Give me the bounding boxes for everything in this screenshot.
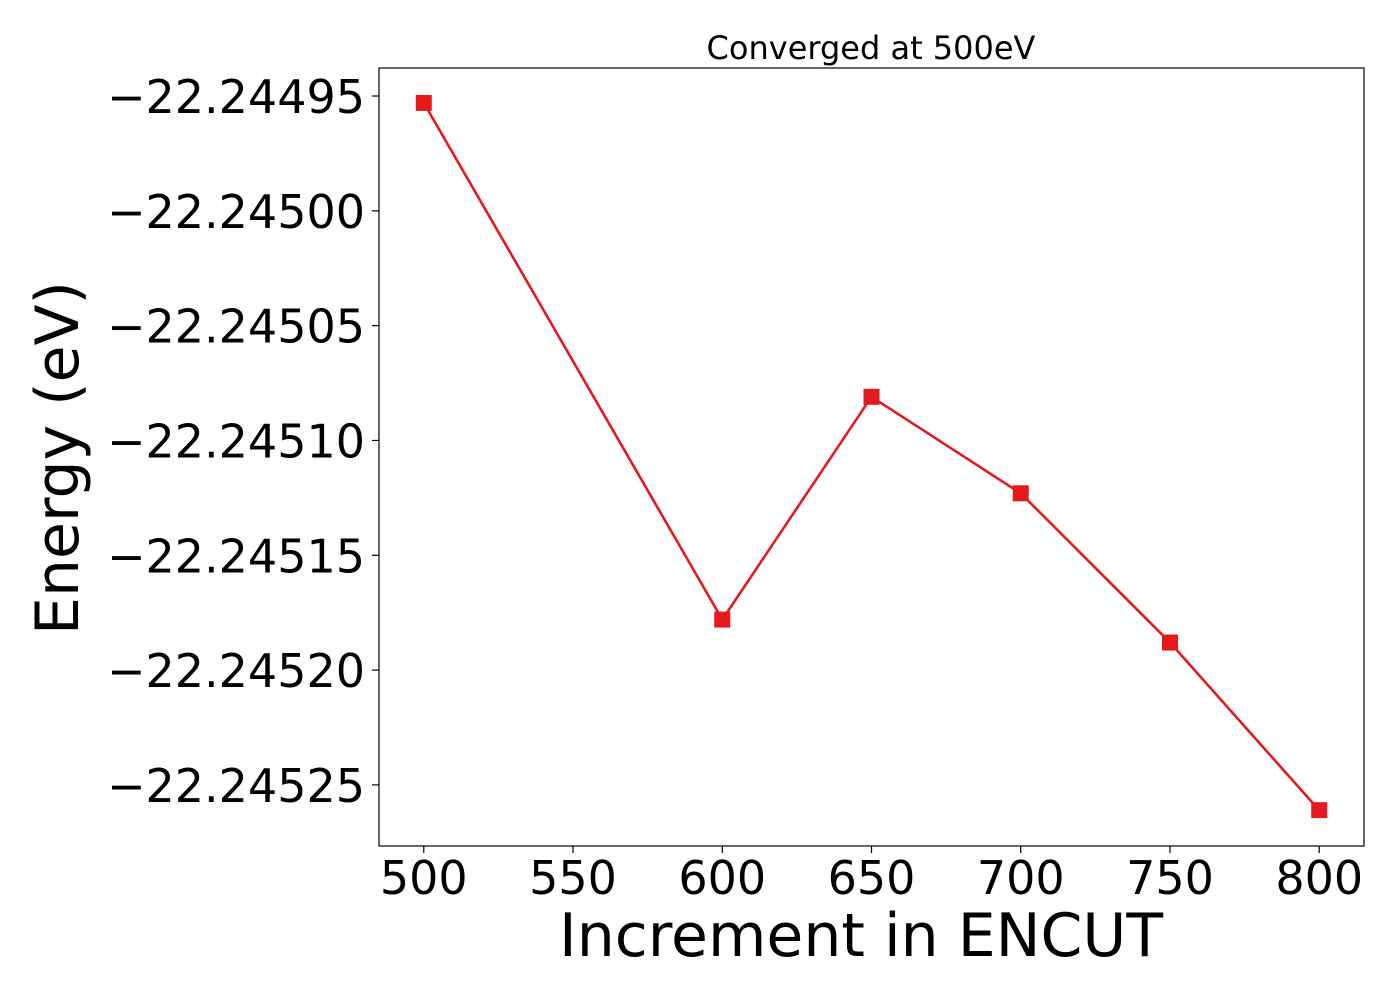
data-point-marker bbox=[1012, 485, 1029, 502]
data-point-marker bbox=[415, 94, 432, 111]
x-tick-label: 500 bbox=[380, 851, 468, 905]
y-tick-label: −22.24520 bbox=[107, 644, 365, 698]
y-tick-label: −22.24495 bbox=[107, 70, 365, 124]
y-tick-label: −22.24515 bbox=[107, 529, 365, 583]
x-tick-label: 550 bbox=[529, 851, 617, 905]
data-point-marker bbox=[1161, 634, 1178, 651]
data-point-marker bbox=[714, 611, 731, 628]
y-axis-label: Energy (eV) bbox=[23, 281, 93, 635]
y-tick-label: −22.24505 bbox=[107, 300, 365, 354]
x-tick-label: 600 bbox=[678, 851, 766, 905]
x-tick-label: 750 bbox=[1126, 851, 1214, 905]
x-tick-label: 700 bbox=[977, 851, 1065, 905]
data-point-marker bbox=[863, 388, 880, 405]
plot-area: 500 550 600 650 700 750 800 −22.24495 −22.24500 −… bbox=[107, 67, 1365, 905]
x-axis-label: Increment in ENCUT bbox=[559, 901, 1163, 971]
y-tick-label: −22.24525 bbox=[107, 759, 365, 813]
series-line bbox=[422, 102, 1321, 812]
y-tick-label: −22.24500 bbox=[107, 185, 365, 239]
y-tick-label: −22.24510 bbox=[107, 414, 365, 468]
chart-title: Converged at 500eV bbox=[707, 29, 1036, 67]
data-point-marker bbox=[1311, 802, 1328, 819]
x-tick-label: 800 bbox=[1275, 851, 1363, 905]
x-tick-label: 650 bbox=[828, 851, 916, 905]
